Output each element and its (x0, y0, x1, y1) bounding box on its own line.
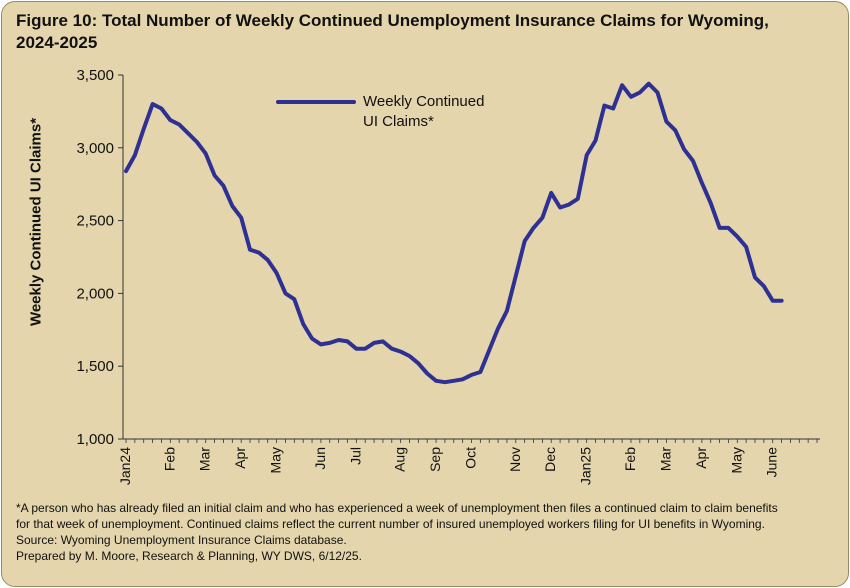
x-tick-label: Apr (232, 447, 248, 469)
legend-label-line-1: Weekly Continued (363, 93, 485, 110)
x-tick-label: Jan25 (578, 447, 594, 485)
x-tick-label: Feb (161, 447, 177, 471)
y-tick-label: 2,000 (76, 285, 114, 302)
title-line-1: Figure 10: Total Number of Weekly Contin… (16, 11, 769, 30)
x-tick-label: Jul (347, 447, 363, 465)
y-tick-label: 2,500 (76, 213, 114, 230)
x-tick-label: Jun (312, 447, 328, 470)
x-tick-label: Mar (657, 447, 673, 471)
y-tick-label: 1,500 (76, 358, 114, 375)
y-tick-label: 3,500 (76, 67, 114, 84)
x-tick-label: Sep (427, 447, 443, 472)
title-line-2: 2024-2025 (16, 33, 98, 52)
x-tick-label: May (728, 447, 744, 473)
x-ticks: Jan24 Feb Mar Apr May Jun Jul Aug Sep Oct Nov Dec Ja… (117, 439, 818, 485)
x-tick-label: Nov (507, 447, 523, 472)
x-tick-label: Feb (622, 447, 638, 471)
y-tick-label: 3,000 (76, 140, 114, 157)
x-tick-label: Oct (463, 447, 479, 469)
footnote-line-2: for that week of unemployment. Continued… (16, 517, 765, 531)
legend-label: Weekly Continued UI Claims* (363, 92, 484, 132)
x-tick-label: June (764, 447, 780, 478)
footnote: *A person who has already filed an initi… (16, 500, 836, 564)
x-tick-label: Mar (197, 447, 213, 471)
source-note: Source: Wyoming Unemployment Insurance C… (16, 533, 347, 547)
legend-label-line-2: UI Claims* (363, 113, 434, 130)
x-tick-label: Aug (392, 447, 408, 472)
prepared-note: Prepared by M. Moore, Research & Plannin… (16, 549, 362, 563)
y-ticks: 1,000 1,500 2,000 2,500 3,000 3,500 (76, 67, 123, 448)
x-tick-label: Jan24 (117, 447, 133, 485)
line-chart: 1,000 1,500 2,000 2,500 3,000 3,500 Jan24 Feb M… (76, 67, 820, 485)
chart-title: Figure 10: Total Number of Weekly Contin… (16, 10, 816, 54)
x-tick-label: Apr (693, 447, 709, 469)
series-group (124, 81, 784, 385)
footnote-line-1: *A person who has already filed an initi… (16, 501, 778, 515)
y-tick-label: 1,000 (76, 431, 114, 448)
x-tick-label: May (268, 447, 284, 473)
x-tick-label: Dec (542, 447, 558, 472)
